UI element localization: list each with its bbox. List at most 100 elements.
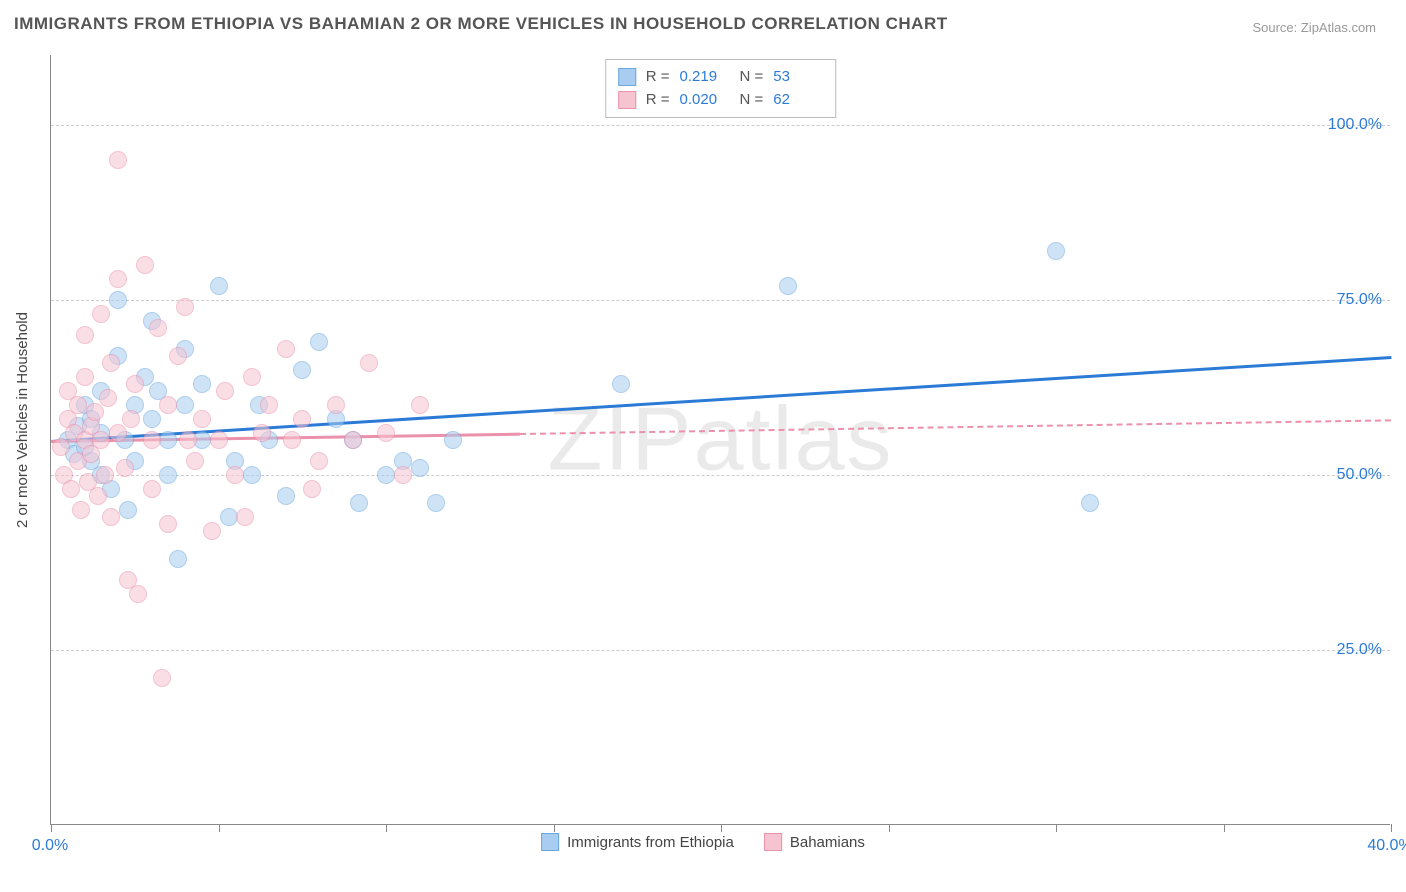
n-label: N = [740, 89, 764, 112]
data-point [89, 487, 107, 505]
data-point [236, 508, 254, 526]
data-point [186, 452, 204, 470]
y-tick-label: 50.0% [1337, 466, 1382, 484]
data-point [260, 396, 278, 414]
x-tick [1391, 824, 1392, 832]
y-tick-label: 100.0% [1328, 116, 1382, 134]
data-point [377, 466, 395, 484]
y-tick-label: 25.0% [1337, 641, 1382, 659]
r-label: R = [646, 89, 670, 112]
trend-line [520, 419, 1391, 435]
data-point [243, 368, 261, 386]
data-point [153, 669, 171, 687]
data-point [76, 368, 94, 386]
data-point [69, 396, 87, 414]
data-point [149, 319, 167, 337]
data-point [310, 452, 328, 470]
data-point [126, 375, 144, 393]
data-point [159, 515, 177, 533]
data-point [179, 431, 197, 449]
data-point [277, 487, 295, 505]
legend-swatch [541, 833, 559, 851]
data-point [226, 466, 244, 484]
legend-swatch [618, 91, 636, 109]
data-point [1081, 494, 1099, 512]
data-point [303, 480, 321, 498]
data-point [169, 347, 187, 365]
x-tick-label: 0.0% [32, 837, 68, 855]
data-point [129, 585, 147, 603]
data-point [193, 375, 211, 393]
data-point [293, 410, 311, 428]
y-axis-title: 2 or more Vehicles in Household [14, 312, 31, 528]
data-point [344, 431, 362, 449]
data-point [210, 277, 228, 295]
gridline-h [51, 300, 1390, 301]
data-point [143, 410, 161, 428]
data-point [62, 480, 80, 498]
legend-swatch [764, 833, 782, 851]
gridline-h [51, 125, 1390, 126]
x-tick [386, 824, 387, 832]
x-tick [219, 824, 220, 832]
data-point [99, 389, 117, 407]
data-point [444, 431, 462, 449]
data-point [193, 410, 211, 428]
data-point [176, 298, 194, 316]
data-point [1047, 242, 1065, 260]
data-point [612, 375, 630, 393]
y-tick-label: 75.0% [1337, 291, 1382, 309]
n-value: 53 [773, 66, 823, 89]
series-name: Immigrants from Ethiopia [567, 834, 734, 851]
data-point [72, 501, 90, 519]
data-point [253, 424, 271, 442]
data-point [377, 424, 395, 442]
x-tick [1056, 824, 1057, 832]
r-label: R = [646, 66, 670, 89]
data-point [52, 438, 70, 456]
data-point [116, 459, 134, 477]
data-point [143, 480, 161, 498]
legend-swatch [618, 68, 636, 86]
data-point [109, 270, 127, 288]
data-point [216, 382, 234, 400]
plot-area: ZIPatlas R =0.219N =53R =0.020N =62 25.0… [50, 55, 1390, 825]
data-point [76, 326, 94, 344]
x-tick-label: 40.0% [1367, 837, 1406, 855]
data-point [96, 466, 114, 484]
r-value: 0.020 [680, 89, 730, 112]
data-point [159, 466, 177, 484]
data-point [159, 396, 177, 414]
x-tick [1224, 824, 1225, 832]
data-point [327, 396, 345, 414]
data-point [119, 501, 137, 519]
data-point [109, 151, 127, 169]
stat-legend: R =0.219N =53R =0.020N =62 [605, 59, 837, 118]
data-point [411, 396, 429, 414]
data-point [310, 333, 328, 351]
series-legend-item: Immigrants from Ethiopia [541, 833, 734, 851]
data-point [122, 410, 140, 428]
data-point [350, 494, 368, 512]
data-point [360, 354, 378, 372]
data-point [427, 494, 445, 512]
data-point [136, 256, 154, 274]
data-point [210, 431, 228, 449]
data-point [220, 508, 238, 526]
data-point [169, 550, 187, 568]
r-value: 0.219 [680, 66, 730, 89]
data-point [109, 291, 127, 309]
stat-legend-row: R = 0.219 N = 53 [618, 66, 824, 89]
data-point [109, 424, 127, 442]
data-point [394, 466, 412, 484]
data-point [86, 403, 104, 421]
data-point [243, 466, 261, 484]
gridline-h [51, 650, 1390, 651]
source-label: Source: ZipAtlas.com [1252, 20, 1376, 35]
n-label: N = [740, 66, 764, 89]
data-point [92, 431, 110, 449]
chart-title: IMMIGRANTS FROM ETHIOPIA VS BAHAMIAN 2 O… [14, 14, 948, 34]
x-tick [51, 824, 52, 832]
x-tick [721, 824, 722, 832]
x-tick [889, 824, 890, 832]
